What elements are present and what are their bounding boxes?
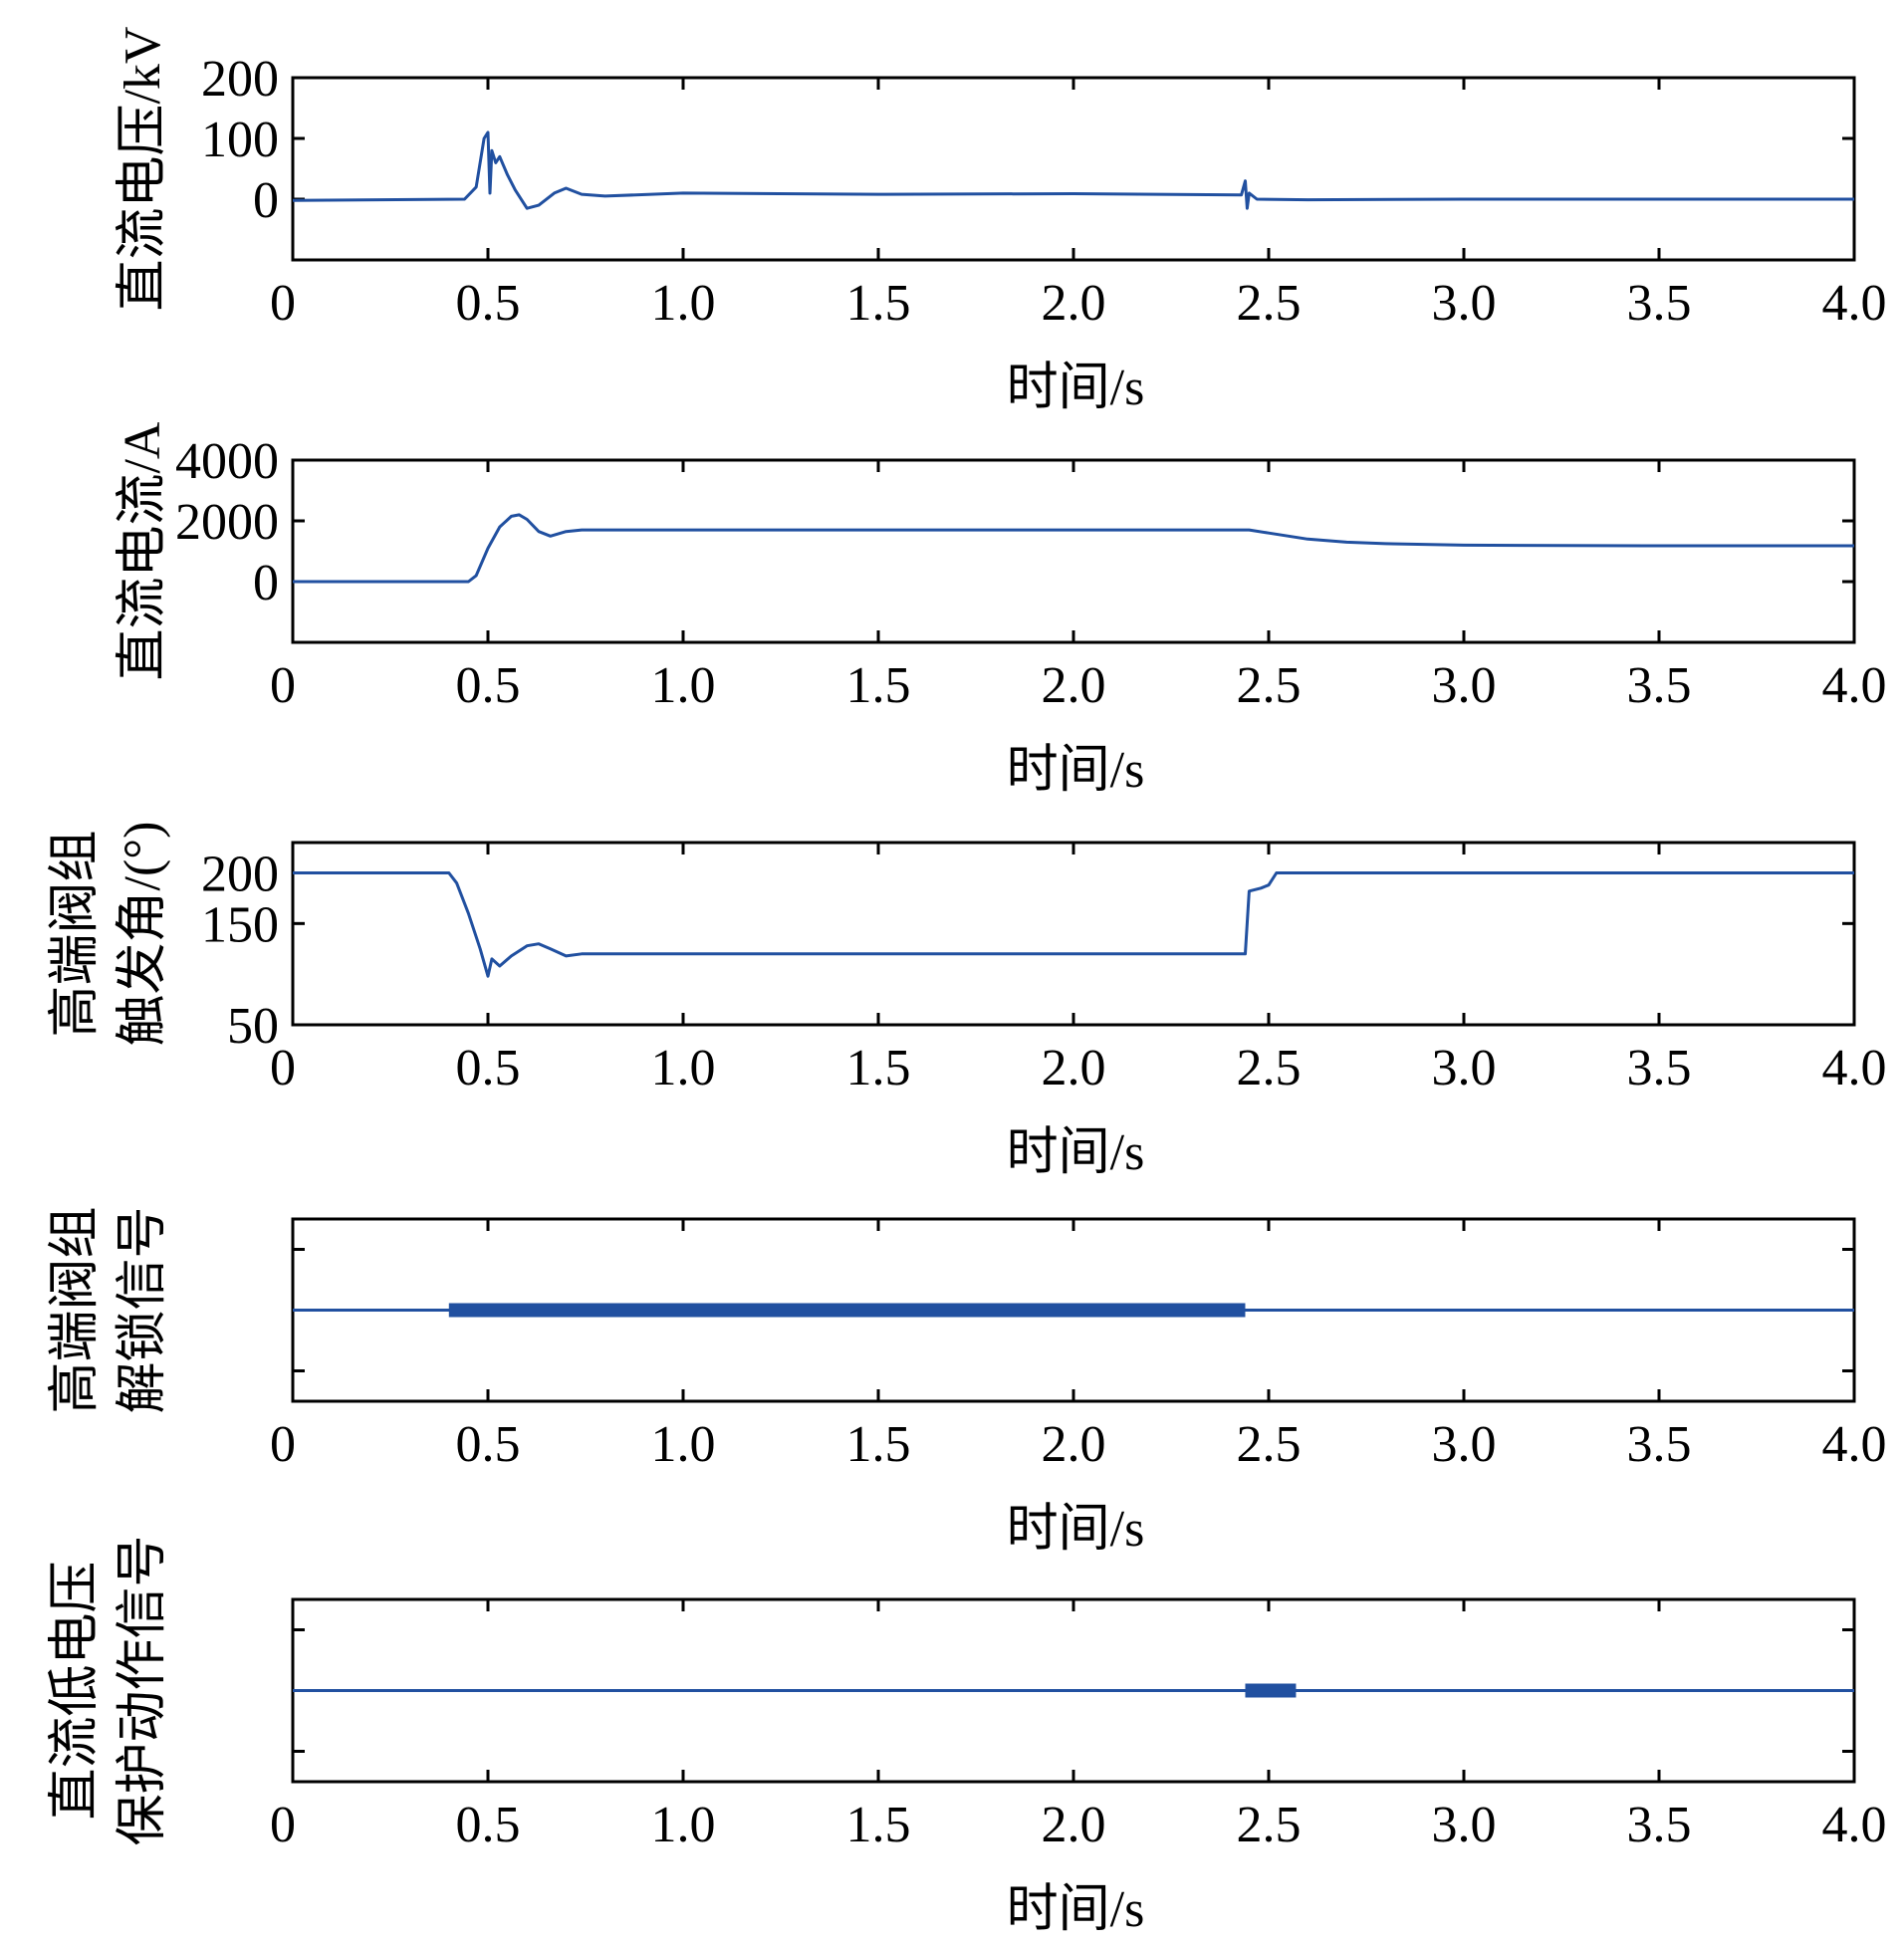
x-tick-label: 1.5 bbox=[846, 1416, 911, 1473]
plot-frame bbox=[291, 458, 1856, 644]
x-axis-title: 时间/s bbox=[1007, 742, 1145, 799]
y-axis-title: 高端阀组 bbox=[47, 830, 104, 1037]
x-tick-label: 1.5 bbox=[846, 1797, 911, 1853]
x-tick-label: 3.5 bbox=[1627, 1416, 1692, 1473]
x-tick-label: 3.5 bbox=[1627, 1040, 1692, 1096]
x-tick-label: 0 bbox=[270, 1416, 296, 1473]
x-axis-title: 时间/s bbox=[1007, 1501, 1145, 1558]
y-tick-label: 0 bbox=[253, 555, 279, 611]
subplot-1: 0 0.5 1.0 1.5 2.0 2.5 3.0 3.5 4.02001000时间/s直流电压… bbox=[115, 26, 1887, 416]
x-tick-label: 2.0 bbox=[1042, 275, 1106, 332]
x-tick-label: 4.0 bbox=[1822, 275, 1887, 332]
y-tick-label: 150 bbox=[201, 896, 279, 953]
series-line bbox=[292, 130, 1854, 210]
x-tick-label: 3.0 bbox=[1432, 275, 1497, 332]
x-tick-label: 2.0 bbox=[1042, 1040, 1106, 1096]
x-axis-title: 时间/s bbox=[1007, 360, 1145, 416]
y-tick-label: 100 bbox=[201, 112, 279, 168]
x-tick-label: 0.5 bbox=[456, 657, 521, 714]
y-tick-label: 0 bbox=[253, 172, 279, 229]
y-axis-title: 直流电压/kV bbox=[115, 26, 171, 311]
x-tick-label: 2.5 bbox=[1237, 1416, 1302, 1473]
subplot-2: 0 0.5 1.0 1.5 2.0 2.5 3.0 3.5 4.0400020000时间/s直流… bbox=[115, 421, 1887, 799]
x-tick-label: 3.0 bbox=[1432, 657, 1497, 714]
x-tick-label: 4.0 bbox=[1822, 1416, 1887, 1473]
y-axis-title: 触发角/(°) bbox=[115, 822, 171, 1047]
subplot-5: 0 0.5 1.0 1.5 2.0 2.5 3.0 3.5 4.0 时间/s 直流低电压 保护动作信号 bbox=[47, 1535, 1887, 1938]
x-tick-label: 2.5 bbox=[1237, 1040, 1302, 1096]
x-tick-label: 4.0 bbox=[1822, 657, 1887, 714]
x-tick-label: 1.5 bbox=[846, 657, 911, 714]
x-tick-label: 1.5 bbox=[846, 275, 911, 332]
x-tick-label: 1.5 bbox=[846, 1040, 911, 1096]
y-tick-label: 50 bbox=[227, 998, 279, 1055]
y-axis-title: 保护动作信号 bbox=[115, 1535, 171, 1845]
x-tick-label: 0 bbox=[270, 1797, 296, 1853]
y-axis-title: 解锁信号 bbox=[115, 1206, 171, 1413]
y-axis-title: 高端阀组 bbox=[47, 1206, 104, 1413]
plot-frame bbox=[291, 841, 1856, 1027]
x-tick-label: 4.0 bbox=[1822, 1797, 1887, 1853]
x-tick-label: 1.0 bbox=[651, 1797, 716, 1853]
x-tick-label: 2.0 bbox=[1042, 657, 1106, 714]
x-tick-label: 2.5 bbox=[1237, 275, 1302, 332]
x-tick-label: 3.0 bbox=[1432, 1416, 1497, 1473]
plot-frame bbox=[291, 76, 1856, 262]
x-tick-label: 3.0 bbox=[1432, 1797, 1497, 1853]
y-tick-label: 4000 bbox=[175, 433, 279, 490]
x-tick-label: 2.0 bbox=[1042, 1797, 1106, 1853]
x-tick-label: 0 bbox=[270, 657, 296, 714]
x-tick-label: 0.5 bbox=[456, 1416, 521, 1473]
x-tick-label: 1.0 bbox=[651, 275, 716, 332]
series-line bbox=[293, 871, 1854, 978]
x-tick-label: 2.5 bbox=[1237, 657, 1302, 714]
x-tick-label: 1.0 bbox=[651, 1040, 716, 1096]
y-tick-label: 2000 bbox=[175, 494, 279, 551]
x-tick-label: 3.5 bbox=[1627, 275, 1692, 332]
subplot-4: 0 0.5 1.0 1.5 2.0 2.5 3.0 3.5 4.0 时间/s 高端阀组 解锁信号 bbox=[47, 1206, 1887, 1558]
y-axis-title: 直流电流/A bbox=[115, 421, 171, 680]
x-tick-label: 3.5 bbox=[1627, 657, 1692, 714]
series-line bbox=[293, 513, 1854, 584]
x-tick-label: 0.5 bbox=[456, 1797, 521, 1853]
x-tick-label: 1.0 bbox=[651, 1416, 716, 1473]
x-tick-label: 4.0 bbox=[1822, 1040, 1887, 1096]
x-tick-label: 0.5 bbox=[456, 275, 521, 332]
x-tick-label: 3.5 bbox=[1627, 1797, 1692, 1853]
x-tick-label: 2.0 bbox=[1042, 1416, 1106, 1473]
y-tick-label: 200 bbox=[201, 51, 279, 108]
x-tick-label: 0 bbox=[270, 1040, 296, 1096]
x-tick-label: 2.5 bbox=[1237, 1797, 1302, 1853]
x-axis-title: 时间/s bbox=[1007, 1124, 1145, 1181]
x-tick-label: 0 bbox=[270, 275, 296, 332]
y-axis-title: 直流低电压 bbox=[47, 1561, 104, 1820]
x-tick-label: 0.5 bbox=[456, 1040, 521, 1096]
y-tick-label: 200 bbox=[201, 847, 279, 903]
x-tick-label: 3.0 bbox=[1432, 1040, 1497, 1096]
x-axis-title: 时间/s bbox=[1007, 1881, 1145, 1938]
x-tick-label: 1.0 bbox=[651, 657, 716, 714]
